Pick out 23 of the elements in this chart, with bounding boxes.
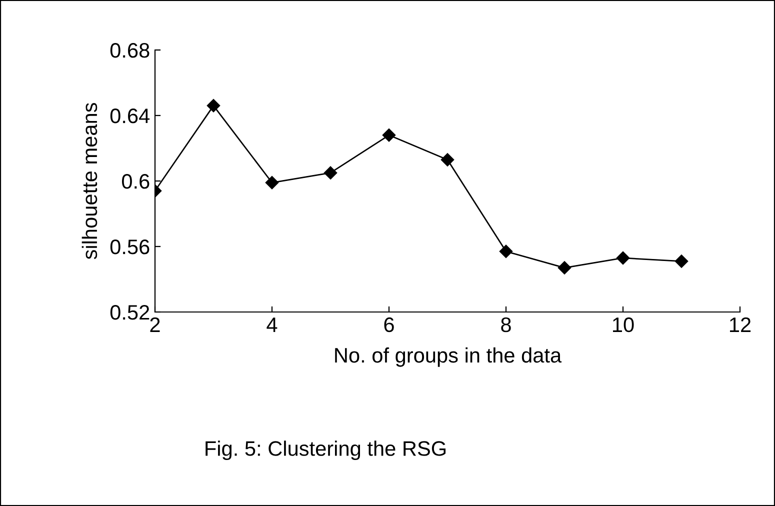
point <box>440 153 454 166</box>
x-tick-label: 12 <box>730 317 751 332</box>
x-tick-label: 8 <box>501 317 511 332</box>
x-tick-label: 10 <box>613 317 634 332</box>
x-tick-label: 4 <box>266 318 278 332</box>
point <box>382 128 396 142</box>
y-tick-label: 0.68 <box>110 43 150 58</box>
x-axis-title: No. of groups in the data <box>335 347 562 367</box>
y-axis-title: silhouette means <box>82 102 98 260</box>
y-tick-label: 0.6 <box>122 174 150 189</box>
y-tick-label: 0.52 <box>110 305 150 320</box>
point <box>616 251 630 265</box>
point <box>674 254 688 268</box>
x-tick-label: 2 <box>150 317 160 332</box>
point <box>206 99 220 112</box>
point <box>324 166 338 180</box>
x-tick-label: 6 <box>384 317 394 332</box>
y-tick-label: 0.56 <box>110 240 150 254</box>
point <box>265 176 279 190</box>
point <box>499 244 513 258</box>
caption: Fig. 5: Clustering the RSG <box>206 440 446 460</box>
y-tick-label: 0.64 <box>110 108 150 124</box>
point <box>558 261 572 274</box>
